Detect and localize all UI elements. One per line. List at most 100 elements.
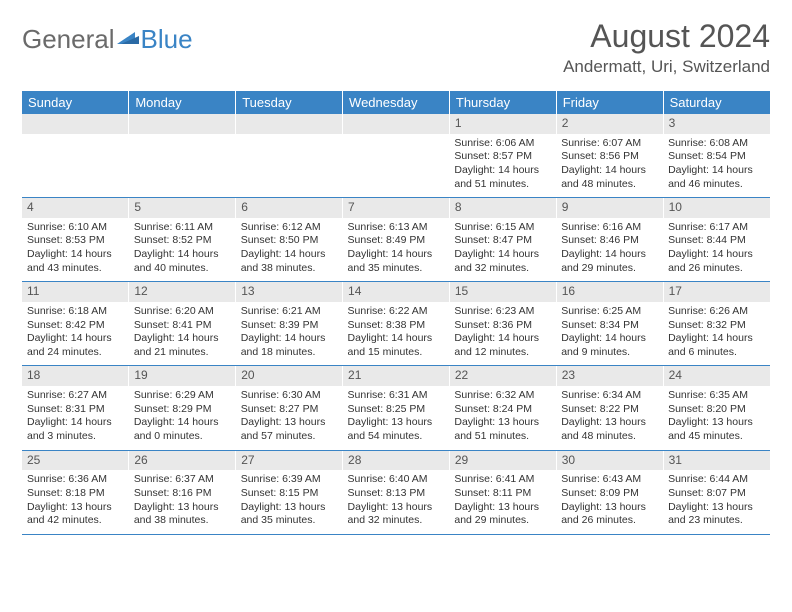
day-number-cell: 12: [129, 282, 236, 302]
day-number-cell: 22: [449, 366, 556, 386]
day-number-cell: 10: [663, 198, 770, 218]
day-number: 26: [134, 453, 147, 467]
daylight-text: Daylight: 14 hours and 12 minutes.: [454, 332, 551, 359]
logo-text-blue: Blue: [141, 24, 193, 55]
sunrise-text: Sunrise: 6:44 AM: [668, 473, 765, 487]
day-content-cell: Sunrise: 6:07 AMSunset: 8:56 PMDaylight:…: [556, 134, 663, 198]
day-number-cell: 23: [556, 366, 663, 386]
logo: General Blue: [22, 18, 193, 55]
day-content-cell: Sunrise: 6:16 AMSunset: 8:46 PMDaylight:…: [556, 218, 663, 282]
daylight-text: Daylight: 13 hours and 29 minutes.: [454, 501, 551, 528]
sunrise-text: Sunrise: 6:15 AM: [454, 221, 551, 235]
day-content-cell: Sunrise: 6:34 AMSunset: 8:22 PMDaylight:…: [556, 386, 663, 450]
logo-triangle-icon: [117, 24, 139, 55]
day-number-cell: 29: [449, 450, 556, 470]
day-number-cell: 13: [236, 282, 343, 302]
daylight-text: Daylight: 14 hours and 43 minutes.: [27, 248, 124, 275]
sunset-text: Sunset: 8:54 PM: [668, 150, 765, 164]
day-number-cell: [343, 114, 450, 134]
day-content-row: Sunrise: 6:10 AMSunset: 8:53 PMDaylight:…: [22, 218, 770, 282]
daylight-text: Daylight: 13 hours and 42 minutes.: [27, 501, 124, 528]
day-number-cell: [129, 114, 236, 134]
sunset-text: Sunset: 8:20 PM: [668, 403, 765, 417]
weekday-header: Wednesday: [343, 91, 450, 114]
sunset-text: Sunset: 8:25 PM: [348, 403, 445, 417]
daylight-text: Daylight: 14 hours and 29 minutes.: [561, 248, 658, 275]
sunrise-text: Sunrise: 6:41 AM: [454, 473, 551, 487]
sunset-text: Sunset: 8:56 PM: [561, 150, 658, 164]
daylight-text: Daylight: 14 hours and 6 minutes.: [668, 332, 765, 359]
sunset-text: Sunset: 8:22 PM: [561, 403, 658, 417]
day-number-cell: 11: [22, 282, 129, 302]
day-number-row: 18192021222324: [22, 366, 770, 386]
day-number-row: 45678910: [22, 198, 770, 218]
daylight-text: Daylight: 13 hours and 23 minutes.: [668, 501, 765, 528]
sunrise-text: Sunrise: 6:17 AM: [668, 221, 765, 235]
daylight-text: Daylight: 14 hours and 26 minutes.: [668, 248, 765, 275]
calendar-table: Sunday Monday Tuesday Wednesday Thursday…: [22, 91, 770, 535]
day-number: 21: [348, 368, 361, 382]
daylight-text: Daylight: 14 hours and 21 minutes.: [134, 332, 231, 359]
day-content-cell: Sunrise: 6:20 AMSunset: 8:41 PMDaylight:…: [129, 302, 236, 366]
sunset-text: Sunset: 8:53 PM: [27, 234, 124, 248]
day-number-cell: 17: [663, 282, 770, 302]
day-number: 23: [562, 368, 575, 382]
sunrise-text: Sunrise: 6:13 AM: [348, 221, 445, 235]
day-content-cell: Sunrise: 6:13 AMSunset: 8:49 PMDaylight:…: [343, 218, 450, 282]
day-number: 7: [348, 200, 355, 214]
sunrise-text: Sunrise: 6:26 AM: [668, 305, 765, 319]
sunset-text: Sunset: 8:13 PM: [348, 487, 445, 501]
day-number-cell: 19: [129, 366, 236, 386]
day-number: 30: [562, 453, 575, 467]
day-content-cell: [236, 134, 343, 198]
daylight-text: Daylight: 14 hours and 9 minutes.: [561, 332, 658, 359]
day-number-cell: 5: [129, 198, 236, 218]
day-content-cell: Sunrise: 6:21 AMSunset: 8:39 PMDaylight:…: [236, 302, 343, 366]
day-number-cell: [22, 114, 129, 134]
day-content-cell: Sunrise: 6:26 AMSunset: 8:32 PMDaylight:…: [663, 302, 770, 366]
sunrise-text: Sunrise: 6:37 AM: [134, 473, 231, 487]
sunrise-text: Sunrise: 6:29 AM: [134, 389, 231, 403]
sunrise-text: Sunrise: 6:06 AM: [454, 137, 551, 151]
sunset-text: Sunset: 8:31 PM: [27, 403, 124, 417]
sunrise-text: Sunrise: 6:40 AM: [348, 473, 445, 487]
day-content-cell: [343, 134, 450, 198]
daylight-text: Daylight: 13 hours and 57 minutes.: [241, 416, 338, 443]
day-content-row: Sunrise: 6:36 AMSunset: 8:18 PMDaylight:…: [22, 470, 770, 534]
day-number: 31: [669, 453, 682, 467]
day-number: 29: [455, 453, 468, 467]
sunset-text: Sunset: 8:42 PM: [27, 319, 124, 333]
sunrise-text: Sunrise: 6:32 AM: [454, 389, 551, 403]
sunset-text: Sunset: 8:52 PM: [134, 234, 231, 248]
day-number-cell: 6: [236, 198, 343, 218]
sunrise-text: Sunrise: 6:30 AM: [241, 389, 338, 403]
sunset-text: Sunset: 8:38 PM: [348, 319, 445, 333]
sunrise-text: Sunrise: 6:10 AM: [27, 221, 124, 235]
sunrise-text: Sunrise: 6:18 AM: [27, 305, 124, 319]
day-number: 16: [562, 284, 575, 298]
day-content-cell: Sunrise: 6:25 AMSunset: 8:34 PMDaylight:…: [556, 302, 663, 366]
daylight-text: Daylight: 13 hours and 54 minutes.: [348, 416, 445, 443]
daylight-text: Daylight: 13 hours and 35 minutes.: [241, 501, 338, 528]
day-number: 15: [455, 284, 468, 298]
day-number: 28: [348, 453, 361, 467]
daylight-text: Daylight: 14 hours and 51 minutes.: [454, 164, 551, 191]
day-content-cell: Sunrise: 6:40 AMSunset: 8:13 PMDaylight:…: [343, 470, 450, 534]
day-number: 14: [348, 284, 361, 298]
day-content-cell: Sunrise: 6:22 AMSunset: 8:38 PMDaylight:…: [343, 302, 450, 366]
day-number-cell: 9: [556, 198, 663, 218]
sunset-text: Sunset: 8:39 PM: [241, 319, 338, 333]
day-content-cell: Sunrise: 6:17 AMSunset: 8:44 PMDaylight:…: [663, 218, 770, 282]
sunrise-text: Sunrise: 6:27 AM: [27, 389, 124, 403]
day-number-cell: 21: [343, 366, 450, 386]
day-number-row: 25262728293031: [22, 450, 770, 470]
day-number-cell: 28: [343, 450, 450, 470]
day-content-cell: Sunrise: 6:36 AMSunset: 8:18 PMDaylight:…: [22, 470, 129, 534]
daylight-text: Daylight: 14 hours and 3 minutes.: [27, 416, 124, 443]
day-number: 13: [241, 284, 254, 298]
day-number-row: 1112 13 14 15 16 17: [22, 282, 770, 302]
sunset-text: Sunset: 8:27 PM: [241, 403, 338, 417]
sunset-text: Sunset: 8:34 PM: [561, 319, 658, 333]
day-content-cell: Sunrise: 6:11 AMSunset: 8:52 PMDaylight:…: [129, 218, 236, 282]
day-content-cell: Sunrise: 6:18 AMSunset: 8:42 PMDaylight:…: [22, 302, 129, 366]
